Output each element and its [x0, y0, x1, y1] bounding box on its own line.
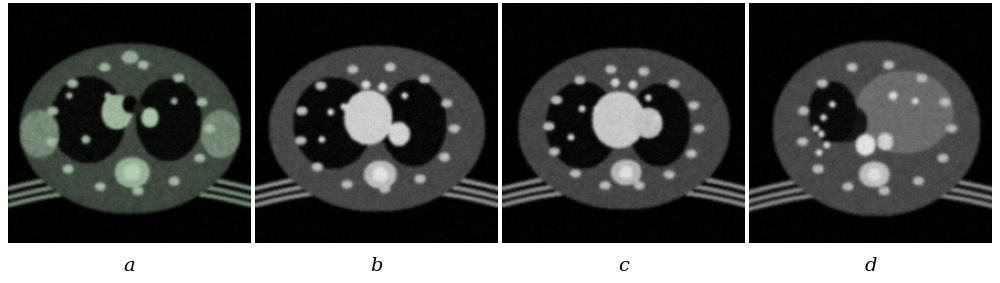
Text: c: c — [618, 257, 629, 275]
Text: d: d — [864, 257, 877, 275]
Text: b: b — [370, 257, 383, 275]
Text: a: a — [124, 257, 135, 275]
